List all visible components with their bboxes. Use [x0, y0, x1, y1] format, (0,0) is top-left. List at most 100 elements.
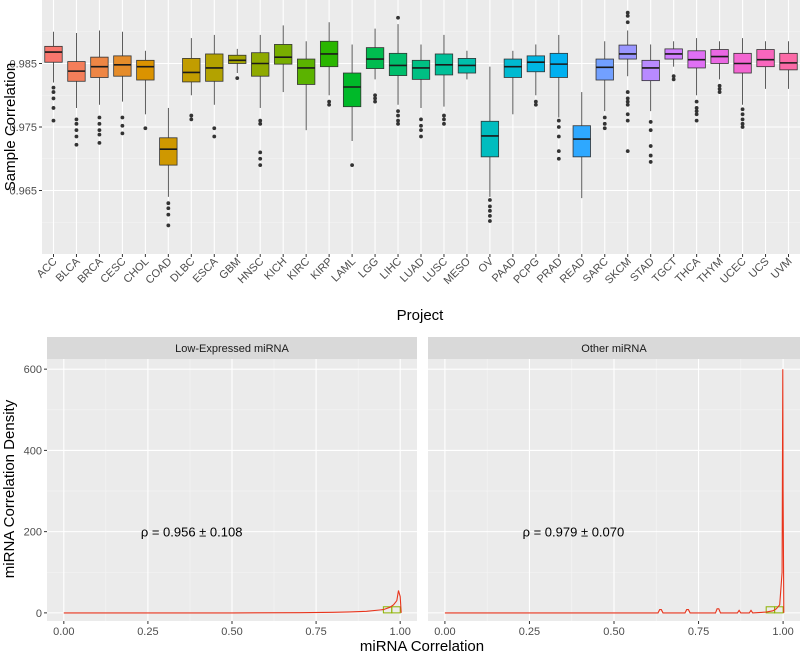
box-blca [67, 33, 86, 147]
histogram-bar [391, 606, 401, 614]
box-iqr [595, 58, 614, 81]
box-ov [480, 66, 500, 223]
box-thca [687, 38, 706, 123]
box-paad [503, 50, 523, 115]
box-iqr [274, 44, 293, 65]
box-outlier-point [625, 118, 630, 123]
density-chart: Low-Expressed miRNA ρ = 0.956 ± 0.108 Ot… [1, 337, 800, 655]
box-outlier-point [396, 118, 400, 123]
box-outlier-point [694, 99, 699, 104]
box-iqr [572, 125, 591, 158]
box-outlier-point [419, 123, 423, 128]
boxplot-y-tick-label: 0.975 [9, 122, 37, 134]
box-outlier-point [212, 126, 217, 131]
box-uvm [779, 41, 798, 89]
boxplot-x-axis-title: Project [397, 307, 445, 324]
box-outlier-point [533, 99, 538, 104]
box-laml [342, 44, 362, 168]
density-line [444, 369, 785, 614]
box-outlier-point [166, 223, 171, 228]
box-lusc [434, 34, 454, 126]
box-sarc [595, 41, 614, 131]
box-outlier-point [740, 112, 745, 117]
box-iqr [388, 52, 408, 76]
density-x-tick-label: 0.50 [603, 626, 624, 638]
box-outlier-point [533, 102, 538, 107]
box-dlbc [182, 38, 201, 122]
box-outlier-point [97, 140, 102, 145]
box-outlier-point [74, 128, 79, 133]
box-brca [90, 30, 109, 145]
box-meso [457, 50, 477, 80]
boxplot-x-tick-label: UVM [769, 256, 795, 282]
box-outlier-point [51, 118, 56, 123]
box-outlier-point [488, 204, 492, 209]
box-outlier-point [625, 149, 630, 154]
box-iqr [779, 52, 798, 71]
boxplot-x-tick-label: TGCT [650, 255, 680, 285]
box-outlier-point [740, 121, 745, 126]
box-outlier-point [120, 131, 125, 136]
box-outlier-point [556, 156, 561, 161]
box-outlier-point [625, 90, 630, 94]
box-outlier-point [717, 83, 722, 88]
box-iqr [228, 54, 247, 64]
box-skcm [618, 10, 637, 154]
box-outlier-point [189, 117, 194, 122]
box-outlier-point [327, 99, 332, 104]
box-outlier-point [235, 76, 240, 81]
box-hnsc [251, 34, 270, 168]
box-outlier-point [648, 128, 653, 133]
box-outlier-point [51, 85, 56, 90]
box-tgct [664, 41, 683, 82]
box-iqr [251, 52, 270, 77]
density-x-tick-label: 1.00 [389, 626, 410, 638]
box-outlier-point [671, 77, 676, 82]
boxplot-x-tick-label: LGG [356, 256, 381, 281]
density-x-axis-title: miRNA Correlation [360, 638, 484, 654]
box-outlier-point [625, 102, 630, 107]
box-lgg [365, 28, 385, 104]
box-outlier-point [556, 125, 561, 129]
boxplot-x-tick-label: PCPG [511, 256, 542, 287]
box-outlier-point [625, 99, 630, 104]
boxplot-x-tick-label: KICH [262, 256, 289, 283]
box-thym [710, 41, 729, 94]
boxplot-x-tick-label: LUAD [398, 256, 427, 285]
box-outlier-point [51, 96, 56, 101]
box-outlier-point [694, 106, 699, 110]
box-kirc [297, 41, 316, 131]
box-chol [136, 50, 155, 131]
density-data-low-expressed [63, 590, 402, 614]
box-outlier-point [602, 115, 607, 120]
facet-strip-low-expressed [47, 337, 417, 359]
box-outlier-point [442, 121, 446, 126]
box-iqr [297, 58, 316, 85]
box-outlier-point [648, 120, 653, 124]
box-outlier-point [258, 150, 263, 155]
box-outlier-point [488, 198, 492, 202]
boxplot-x-tick-label: MESO [442, 255, 474, 287]
box-cesc [113, 31, 132, 136]
density-line [63, 590, 402, 614]
boxplot-x-tick-label: COAD [143, 256, 174, 287]
box-outlier-point [488, 214, 492, 218]
box-outlier-point [602, 126, 607, 131]
density-y-tick-label: 200 [24, 527, 42, 539]
box-outlier-point [258, 156, 263, 161]
box-outlier-point [120, 123, 125, 128]
box-outlier-point [258, 121, 263, 126]
box-iqr [503, 58, 523, 78]
density-x-tick-label: 0.50 [221, 626, 242, 638]
box-outlier-point [396, 109, 400, 114]
box-outlier-point [396, 15, 400, 20]
box-outlier-point [556, 149, 561, 154]
density-x-tick-label: 0.25 [519, 626, 540, 638]
box-outlier-point [120, 115, 125, 120]
box-iqr [342, 72, 362, 108]
box-read [572, 92, 591, 199]
boxplot-boxes [44, 10, 798, 228]
box-iqr [549, 52, 568, 78]
box-outlier-point [556, 118, 561, 123]
